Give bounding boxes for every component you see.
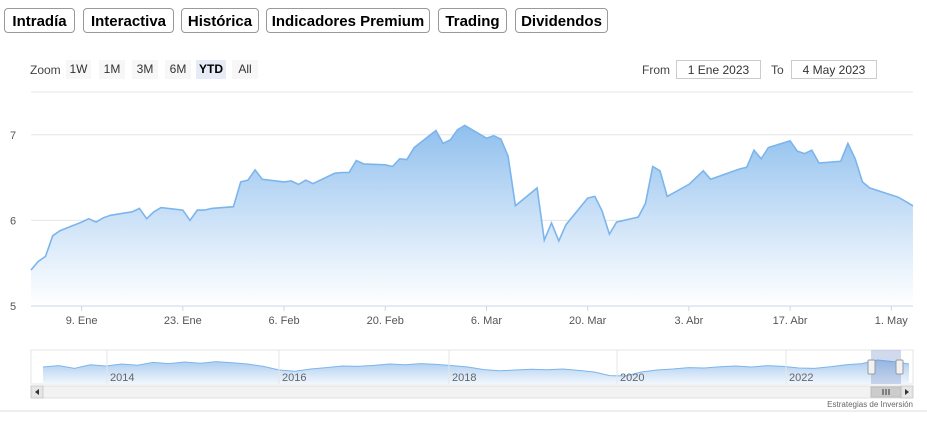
navigator[interactable]: 2014 2016 2018 2020 2022	[0, 349, 927, 412]
zoom-button-1m[interactable]: 1M	[99, 60, 125, 79]
range-to-input[interactable]: 4 May 2023	[791, 60, 877, 79]
zoom-label: Zoom	[30, 63, 61, 77]
x-tick-label: 6. Mar	[471, 315, 503, 327]
tab-trading[interactable]: Trading	[438, 8, 507, 33]
x-tick-label: 1. May	[875, 315, 909, 327]
scrollbar-track[interactable]	[30, 385, 914, 399]
x-tick-label: 17. Abr	[773, 315, 808, 327]
price-line	[30, 124, 914, 271]
navigator-year-label: 2020	[620, 372, 644, 384]
tab-label: Indicadores Premium	[271, 13, 425, 30]
x-tick-label: 20. Mar	[569, 315, 607, 327]
y-tick-label: 6	[10, 215, 16, 227]
tab-label: Interactiva	[90, 13, 167, 30]
chart-credit[interactable]: Estrategias de Inversión	[827, 400, 913, 409]
y-tick-label: 7	[10, 130, 16, 142]
range-from-label: From	[642, 63, 670, 77]
navigator-year-label: 2016	[282, 372, 306, 384]
navigator-line	[42, 359, 910, 377]
tab-label: Intradía	[12, 13, 67, 30]
navigator-year-label: 2022	[789, 372, 813, 384]
range-from-input[interactable]: 1 Ene 2023	[676, 60, 761, 79]
x-tick-label: 20. Feb	[367, 315, 404, 327]
x-axis: 9. Ene 23. Ene 6. Feb 20. Feb 6. Mar 20. Mar 3…	[31, 305, 913, 327]
y-axis: 5 6 7	[10, 130, 16, 313]
zoom-button-6m[interactable]: 6M	[165, 60, 191, 79]
tab-label: Trading	[445, 13, 500, 30]
range-to-label: To	[771, 63, 784, 77]
arrow-left-icon	[35, 389, 39, 395]
tab-label: Histórica	[187, 13, 253, 30]
x-tick-label: 6. Feb	[268, 315, 299, 327]
navigator-handle-right[interactable]	[895, 359, 904, 375]
tab-indicadores-premium[interactable]: Indicadores Premium	[266, 8, 430, 33]
zoom-button-3m[interactable]: 3M	[132, 60, 158, 79]
zoom-button-1w[interactable]: 1W	[66, 60, 91, 79]
navigator-year-label: 2014	[110, 372, 134, 384]
zoom-button-all[interactable]: All	[232, 60, 258, 79]
tab-label: Dividendos	[521, 13, 602, 30]
arrow-right-icon	[905, 389, 909, 395]
y-tick-label: 5	[10, 301, 16, 313]
navigator-year-label: 2018	[452, 372, 476, 384]
zoom-button-ytd[interactable]: YTD	[196, 60, 226, 79]
navigator-handle-left[interactable]	[867, 359, 876, 375]
tab-dividendos[interactable]: Dividendos	[515, 8, 608, 33]
x-tick-label: 9. Ene	[66, 315, 98, 327]
price-area	[31, 125, 913, 307]
tab-interactiva[interactable]: Interactiva	[83, 8, 174, 33]
tab-intradia[interactable]: Intradía	[4, 8, 75, 33]
x-tick-label: 3. Abr	[675, 315, 704, 327]
x-tick-label: 23. Ene	[164, 315, 202, 327]
tab-historica[interactable]: Histórica	[181, 8, 259, 33]
